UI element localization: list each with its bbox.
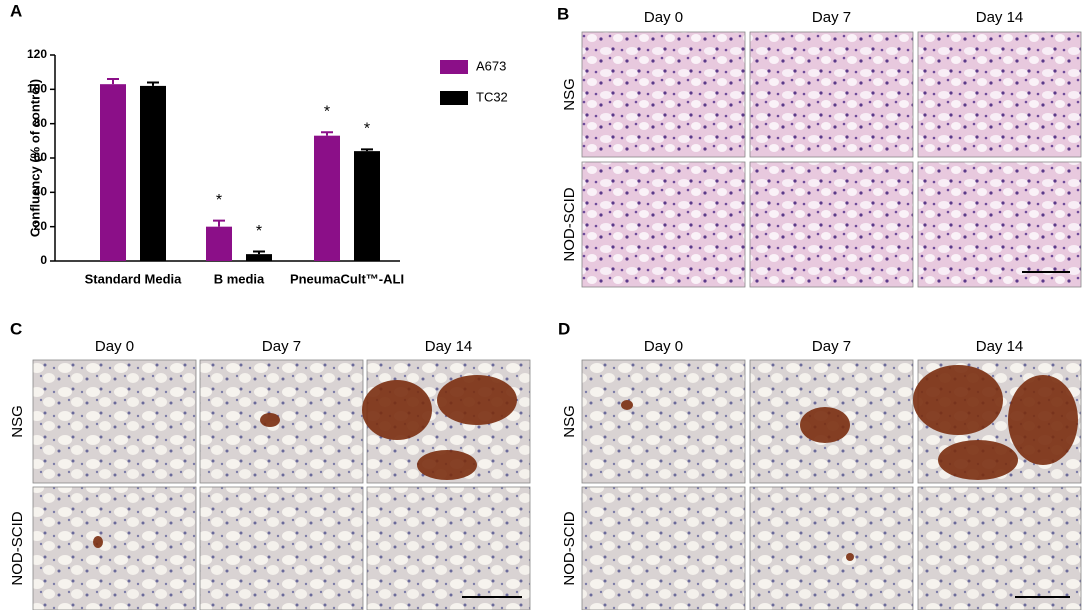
column-header: Day 0 [644,338,683,355]
bar [100,84,126,261]
significance-mark: * [256,223,262,240]
micrograph [917,31,1082,158]
micrograph [581,486,746,610]
x-tick-label: B media [214,271,265,286]
column-header: Day 0 [95,338,134,355]
significance-mark: * [364,121,370,138]
panel-label: C [10,319,22,338]
legend-label: TC32 [476,89,508,104]
legend-swatch [440,91,468,105]
stained-region [846,553,854,561]
legend-label: A673 [476,58,506,73]
bar [206,226,232,261]
y-tick-label: 40 [34,185,48,199]
micrograph [749,31,914,158]
row-label: NSG [9,405,26,438]
error-bar [107,78,119,85]
y-tick-label: 100 [27,82,47,96]
error-bar [147,81,159,86]
micrograph [199,486,364,610]
stained-region [260,413,280,427]
bar [314,135,340,261]
row-label: NOD-SCID [9,511,26,585]
stained-region [913,365,1003,435]
column-header: Day 7 [812,338,851,355]
micrograph [366,486,531,610]
stained-region [437,375,517,425]
stained-region [362,380,432,440]
stained-region [1008,375,1078,465]
row-label: NOD-SCID [561,511,578,585]
row-label: NSG [561,78,578,111]
y-tick-label: 120 [27,47,47,61]
column-header: Day 7 [262,338,301,355]
column-header: Day 14 [425,338,473,355]
y-tick-label: 20 [34,219,48,233]
stained-region [800,407,850,443]
micrograph [32,486,197,610]
error-bar [213,219,225,227]
micrograph [199,359,364,484]
error-bar [321,131,333,136]
micrograph [581,161,746,288]
stained-region [417,450,477,480]
panel-label: B [557,4,569,23]
panel-label: A [10,1,22,20]
significance-mark: * [324,103,330,120]
micrograph [749,161,914,288]
micrograph [581,31,746,158]
bar [246,254,272,261]
y-tick-label: 0 [40,253,47,267]
stained-region [621,400,633,410]
bar [140,85,166,262]
bar [354,151,380,261]
micrograph [917,161,1082,288]
column-header: Day 14 [976,338,1024,355]
stained-region [938,440,1018,480]
micrograph [917,486,1082,610]
column-header: Day 7 [812,9,851,26]
x-tick-label: Standard Media [85,271,183,286]
error-bar [361,148,373,152]
y-tick-label: 60 [34,150,48,164]
legend-swatch [440,60,468,74]
micrograph [581,359,746,484]
row-label: NOD-SCID [561,187,578,261]
x-tick-label: PneumaCult™-ALI [290,271,404,286]
significance-mark: * [216,192,222,209]
y-axis-label: Confluency (% of control) [27,79,42,237]
row-label: NSG [561,405,578,438]
stained-region [93,536,103,548]
y-tick-label: 80 [34,116,48,130]
panel-label: D [558,319,570,338]
micrograph [32,359,197,484]
column-header: Day 0 [644,9,683,26]
column-header: Day 14 [976,9,1024,26]
error-bar [253,250,265,255]
micrograph [749,486,914,610]
